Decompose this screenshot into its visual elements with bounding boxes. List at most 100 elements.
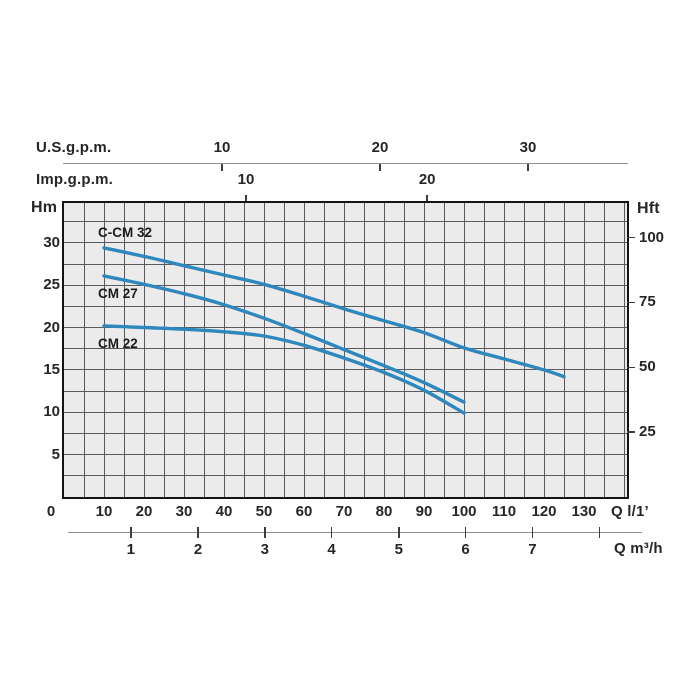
grid-line-vertical (143, 203, 145, 497)
hft-tick-label: 75 (639, 293, 656, 311)
grid-line-horizontal (64, 327, 627, 329)
hm-tick-label: 15 (43, 360, 60, 378)
hm-axis-title: Hm (31, 199, 58, 216)
m3h-tick-label: 7 (528, 541, 537, 558)
m3h-tick-label: 1 (126, 541, 135, 558)
curve-label-cm-27: CM 27 (98, 285, 138, 301)
m3h-tick-label: 4 (327, 541, 336, 558)
imp-gpm-tick-label: 20 (418, 171, 436, 188)
hm-tick-label: 5 (51, 445, 60, 463)
hft-tick (627, 366, 635, 369)
plot-area: C-CM 32 CM 27 CM 22 (62, 201, 629, 499)
lmin-tick-label: 40 (215, 503, 233, 520)
grid-line-vertical (123, 203, 125, 497)
us-gpm-axis-line (63, 163, 628, 164)
hm-tick-label: 25 (43, 276, 60, 294)
m3h-axis-line (68, 532, 642, 533)
grid-line-vertical (243, 203, 245, 497)
grid-line-vertical (463, 203, 465, 497)
lmin-tick-label: 0 (46, 503, 56, 520)
grid-line-vertical (483, 203, 485, 497)
us-gpm-tick-label: 10 (213, 139, 231, 156)
grid-line-vertical (423, 203, 425, 497)
hft-tick-label: 100 (639, 228, 665, 246)
grid-line-vertical (363, 203, 365, 497)
grid-line-vertical (383, 203, 385, 497)
grid-line-vertical (103, 203, 105, 497)
lmin-tick-label: 80 (375, 503, 393, 520)
m3h-tick (264, 527, 266, 538)
m3h-tick (197, 527, 199, 538)
m3h-tick-label: 6 (461, 541, 470, 558)
grid-line-vertical (203, 203, 205, 497)
grid-line-vertical (263, 203, 265, 497)
hft-tick (627, 236, 635, 239)
imp-gpm-tick-label: 10 (237, 171, 255, 188)
hft-tick-label: 50 (639, 358, 656, 376)
m3h-tick (130, 527, 132, 538)
grid-line-horizontal (64, 475, 627, 477)
lmin-tick-label: 120 (531, 503, 557, 520)
m3h-tick (464, 527, 467, 538)
lmin-tick-label: 90 (415, 503, 433, 520)
grid-line-vertical (83, 203, 85, 497)
m3h-axis-title: Q m³/h (614, 540, 663, 557)
us-gpm-tick (379, 164, 381, 171)
m3h-tick (330, 527, 333, 538)
grid-line-vertical (503, 203, 505, 497)
us-gpm-tick-label: 20 (371, 139, 389, 156)
lmin-tick-label: 20 (135, 503, 153, 520)
lmin-axis-title: Q l/1’ (611, 503, 649, 520)
grid-line-vertical (563, 203, 565, 497)
lmin-tick-label: 110 (491, 503, 517, 520)
grid-line-horizontal (64, 411, 627, 413)
grid-line-horizontal (64, 390, 627, 392)
us-gpm-tick (527, 164, 529, 171)
m3h-tick-label: 2 (193, 541, 203, 558)
hft-axis-title: Hft (637, 200, 660, 217)
us-gpm-axis-title: U.S.g.p.m. (36, 139, 112, 156)
pump-curves (102, 246, 566, 415)
grid-line-horizontal (64, 454, 627, 456)
grid-line-vertical (443, 203, 445, 497)
m3h-tick-label: 5 (394, 541, 403, 558)
lmin-tick-label: 100 (451, 503, 477, 520)
grid-line-vertical (223, 203, 225, 497)
grid-line-vertical (623, 203, 625, 497)
grid-line-vertical (523, 203, 525, 497)
grid-line-horizontal (64, 242, 627, 244)
lmin-tick-label: 70 (335, 503, 353, 520)
grid-line-horizontal (64, 369, 627, 371)
m3h-tick (398, 527, 400, 538)
grid-line-vertical (303, 203, 305, 497)
imp-gpm-tick (426, 195, 428, 203)
grid-line-horizontal (64, 221, 627, 223)
lmin-tick-label: 60 (295, 503, 313, 520)
hft-tick (627, 301, 635, 304)
hft-tick-label: 25 (639, 423, 656, 441)
pump-curve-c-cm-32 (102, 246, 566, 379)
hft-tick (627, 431, 635, 433)
hm-tick-label: 30 (43, 233, 60, 251)
grid-line-vertical (403, 203, 405, 497)
grid-line-horizontal (64, 284, 627, 286)
grid-line-vertical (603, 203, 605, 497)
lmin-tick-label: 30 (175, 503, 193, 520)
curve-label-cm-22: CM 22 (98, 336, 138, 352)
grid-line-horizontal (64, 263, 627, 265)
m3h-tick (598, 527, 601, 538)
lmin-tick-label: 130 (571, 503, 597, 520)
us-gpm-tick-label: 30 (519, 139, 537, 156)
grid-line-horizontal (64, 305, 627, 307)
lmin-tick-label: 10 (95, 503, 113, 520)
hm-tick-label: 20 (43, 318, 60, 336)
curve-label-c-cm-32: C-CM 32 (98, 225, 153, 241)
grid-line-vertical (183, 203, 185, 497)
lmin-tick-label: 50 (255, 503, 273, 520)
pump-curve-cm-27 (102, 274, 466, 404)
imp-gpm-axis-title: Imp.g.p.m. (36, 171, 113, 188)
us-gpm-tick (221, 164, 223, 171)
grid-line-vertical (283, 203, 285, 497)
grid-line-vertical (543, 203, 545, 497)
